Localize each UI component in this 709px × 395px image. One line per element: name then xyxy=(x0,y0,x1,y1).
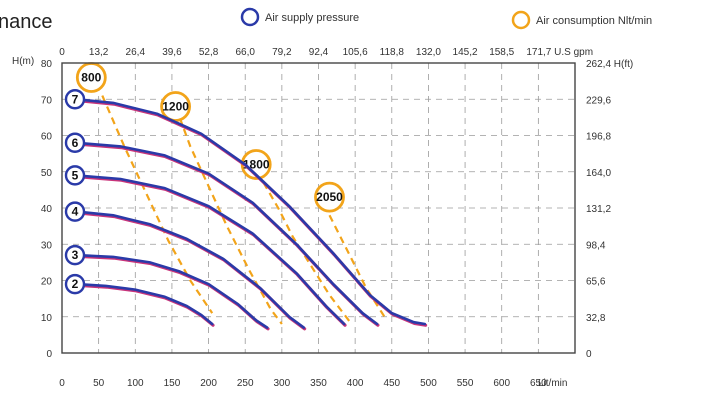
x-top-tick-label: 52,8 xyxy=(199,47,219,58)
pressure-marker-7 xyxy=(64,89,86,110)
x-top-tick-label: 171,7 U.S gpm xyxy=(526,47,593,58)
pressure-curves: 2 3 4 5 6 7 xyxy=(64,89,428,331)
consumption-bubble-2050 xyxy=(314,181,345,213)
y-right-tick-label: 164,0 xyxy=(586,168,611,179)
pressure-curve-6 xyxy=(75,141,379,326)
y-right-tick-label: 229,6 xyxy=(586,95,611,106)
x-bottom-tick-label: 250 xyxy=(237,378,254,389)
x-bottom-tick-label: 350 xyxy=(310,378,327,389)
pressure-curve-shadow-4 xyxy=(75,211,307,331)
y-axis-right: 0 32,8 65,6 98,4 131,2 164,0 196,8 229,6 262,4 H… xyxy=(586,59,633,360)
pressure-marker-2 xyxy=(64,273,86,295)
y-left-tick-label: 80 xyxy=(41,59,53,70)
x-top-tick-label: 132,0 xyxy=(416,47,441,58)
pressure-marker-4 xyxy=(64,201,86,222)
x-top-tick-label: 0 xyxy=(59,47,65,58)
x-top-tick-label: 118,8 xyxy=(380,47,405,58)
pressure-marker-label-2: 2 xyxy=(72,277,79,291)
chart-grid xyxy=(62,63,575,353)
legend: Air supply pressure Air consumption Nlt/… xyxy=(240,7,652,30)
pressure-marker-6 xyxy=(64,132,86,153)
x-top-tick-label: 26,4 xyxy=(126,47,146,58)
pressure-curve-4 xyxy=(75,210,306,329)
pressure-marker-5 xyxy=(64,165,86,186)
x-top-tick-label: 158,5 xyxy=(489,47,514,58)
y-left-tick-label: 30 xyxy=(41,240,53,251)
pressure-legend-label: Air supply pressure xyxy=(265,12,359,24)
x-bottom-tick-label: 500 xyxy=(420,378,437,389)
x-top-tick-label: 66,0 xyxy=(235,47,255,58)
pressure-marker-label-4: 4 xyxy=(72,205,79,219)
y-left-tick-label: 70 xyxy=(41,95,53,106)
y-left-tick-label: 60 xyxy=(41,132,53,143)
plot-frame xyxy=(61,62,576,354)
x-top-tick-label: 79,2 xyxy=(272,47,292,58)
consumption-line-800 xyxy=(101,95,214,314)
pressure-curve-shadow-3 xyxy=(75,254,270,331)
pressure-curve-3 xyxy=(75,253,269,329)
x-bottom-tick-label: 200 xyxy=(200,378,217,389)
consumption-bubble-label-800: 800 xyxy=(81,71,101,85)
consumption-legend-label: Air consumption Nlt/min xyxy=(536,15,652,27)
x-bottom-tick-label: 50 xyxy=(93,378,105,389)
y-right-tick-label: 98,4 xyxy=(586,240,606,251)
x-axis-top: 0 13,2 26,4 39,6 52,8 66,0 79,2 92,4 105,6 118,8 1… xyxy=(59,47,593,58)
page-title: nance xyxy=(0,11,53,33)
x-top-tick-label: 39,6 xyxy=(162,47,182,58)
x-top-tick-label: 13,2 xyxy=(89,47,109,58)
pressure-marker-label-3: 3 xyxy=(72,248,79,262)
consumption-bubble-label-1200: 1200 xyxy=(162,100,189,114)
x-bottom-tick-label: 450 xyxy=(383,378,400,389)
x-bottom-tick-label: 150 xyxy=(164,378,181,389)
y-right-tick-label: 0 xyxy=(586,349,592,360)
x-axis-bottom: Lit/min 0 50 100 150 200 250 300 350 400 450 500 55… xyxy=(59,378,567,389)
y-left-tick-label: 20 xyxy=(41,277,53,288)
pressure-marker-label-7: 7 xyxy=(72,92,79,106)
pressure-curve-7 xyxy=(75,98,427,326)
pressure-marker-label-5: 5 xyxy=(72,168,79,182)
x-bottom-tick-label: 0 xyxy=(59,378,65,389)
consumption-line-2050 xyxy=(328,214,386,318)
y-left-tick-label: 40 xyxy=(41,204,53,215)
consumption-bubble-label-2050: 2050 xyxy=(316,190,343,204)
y-right-tick-label: 262,4 H(ft) xyxy=(586,59,633,70)
x-bottom-unit-label: Lit/min xyxy=(538,378,567,389)
pressure-curve-2 xyxy=(75,282,214,326)
y-left-tick-label: 50 xyxy=(41,168,53,179)
y-left-tick-label: 0 xyxy=(46,349,52,360)
consumption-bubble-1200 xyxy=(160,91,191,122)
consumption-line-1200 xyxy=(174,106,283,325)
x-bottom-tick-label: 400 xyxy=(347,378,364,389)
x-top-tick-label: 92,4 xyxy=(309,47,329,58)
y-right-tick-label: 32,8 xyxy=(586,313,606,324)
y-right-tick-label: 65,6 xyxy=(586,277,606,288)
consumption-line-1800 xyxy=(262,182,353,325)
pressure-marker-label-6: 6 xyxy=(72,136,79,150)
x-bottom-tick-label: 600 xyxy=(493,378,510,389)
y-axis-left: H(m) 0 10 20 30 40 50 60 70 80 xyxy=(12,56,52,360)
pressure-legend-marker xyxy=(240,7,260,27)
x-top-tick-label: 145,2 xyxy=(453,47,478,58)
pressure-curve-5 xyxy=(75,174,346,326)
x-bottom-tick-label: 650 xyxy=(530,378,547,389)
y-right-tick-label: 131,2 xyxy=(586,204,611,215)
consumption-legend-marker xyxy=(511,10,531,30)
x-bottom-tick-label: 550 xyxy=(457,378,474,389)
x-top-tick-label: 105,6 xyxy=(343,47,368,58)
x-bottom-tick-label: 100 xyxy=(127,378,144,389)
y-left-unit-label: H(m) xyxy=(12,56,34,67)
y-left-tick-label: 10 xyxy=(41,313,53,324)
pressure-marker-3 xyxy=(64,244,86,266)
y-right-tick-label: 196,8 xyxy=(586,132,611,143)
x-bottom-tick-label: 300 xyxy=(274,378,291,389)
